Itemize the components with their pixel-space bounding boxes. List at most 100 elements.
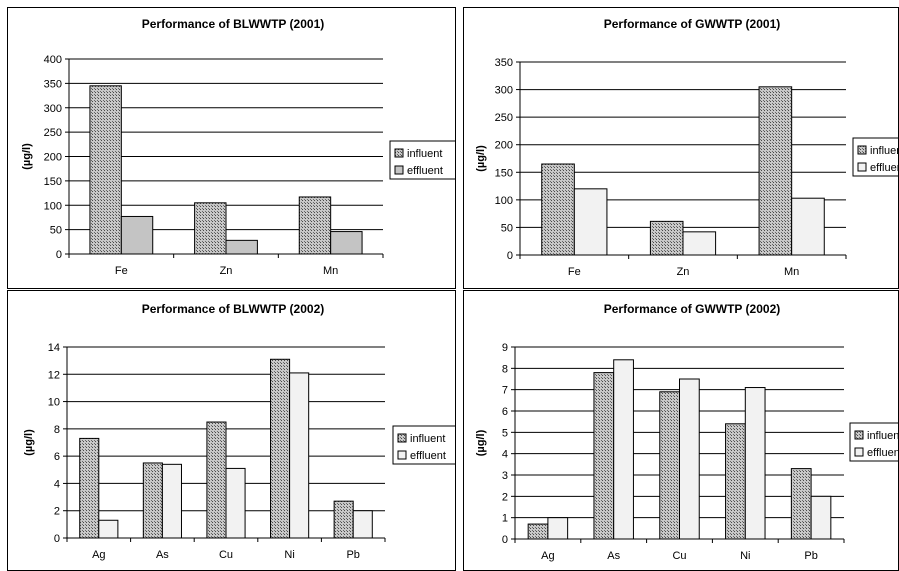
x-tick-label: Cu [219, 549, 233, 561]
chart-svg-blwwtp-2002: Performance of BLWWTP (2002) (µg/l) 0 2 4 6 8 1… [23, 302, 455, 561]
x-tick-label: Zn [677, 266, 690, 278]
legend-label-effluent: effluent [867, 447, 899, 459]
chart-title: Performance of GWWTP (2001) [604, 17, 780, 31]
bar-effluent-mn [330, 231, 363, 255]
bar-influent-ni [270, 358, 291, 539]
bar-influent-as [593, 372, 615, 540]
bar-influent-fe [541, 163, 575, 256]
chart-title: Performance of BLWWTP (2002) [142, 302, 324, 316]
y-tick-label: 9 [502, 342, 508, 354]
x-tick-label: Fe [568, 266, 581, 278]
y-tick-label: 0 [54, 533, 60, 545]
bar-influent-cu [659, 391, 680, 540]
bar-effluent-as [161, 463, 182, 539]
legend-label-influent: influent [407, 148, 442, 160]
chart-title: Performance of BLWWTP (2001) [142, 17, 324, 31]
y-tick-label: 200 [495, 140, 513, 152]
y-tick-label: 100 [495, 195, 513, 207]
y-tick-label: 150 [495, 167, 513, 179]
legend: influent effluent [389, 140, 455, 180]
x-tick-label: As [156, 549, 169, 561]
bar-effluent-fe [120, 215, 154, 255]
bar-effluent-cu [225, 467, 246, 539]
legend: influent effluent [392, 425, 455, 465]
legend: influent effluent [852, 137, 899, 177]
y-axis-label: (µg/l) [23, 429, 35, 456]
bar-effluent-zn [225, 239, 258, 255]
bar-effluent-pb [352, 510, 373, 539]
x-tick-label: As [607, 550, 620, 562]
legend-swatch-influent [394, 148, 404, 158]
x-tick-label: Ag [92, 549, 105, 561]
legend-label-influent: influent [870, 145, 899, 157]
y-tick-label: 250 [495, 112, 513, 124]
chart-blwwtp-2002: Performance of BLWWTP (2002) (µg/l) 0 2 4 6 8 1… [7, 290, 456, 571]
y-axis-label: (µg/l) [21, 143, 33, 170]
bar-effluent-as [613, 359, 634, 540]
bar-influent-ag [527, 523, 549, 540]
legend-label-influent: influent [867, 430, 899, 442]
bar-influent-cu [206, 421, 227, 539]
y-tick-label: 8 [54, 424, 60, 436]
y-tick-label: 2 [54, 506, 60, 518]
x-tick-label: Ag [541, 550, 554, 562]
legend-label-influent: influent [410, 433, 445, 445]
y-tick-label: 100 [44, 200, 62, 212]
bar-effluent-ag [98, 519, 119, 539]
y-axis-label: (µg/l) [475, 145, 487, 172]
legend-swatch-influent [397, 433, 407, 443]
bar-effluent-zn [682, 231, 717, 256]
bar-influent-mn [758, 86, 793, 256]
bar-influent-pb [790, 468, 812, 540]
y-tick-label: 4 [502, 449, 508, 461]
y-tick-label: 50 [50, 225, 62, 237]
y-tick-label: 50 [501, 222, 513, 234]
legend-swatch-influent [857, 145, 867, 155]
y-tick-label: 7 [502, 385, 508, 397]
y-tick-label: 300 [44, 103, 62, 115]
y-tick-label: 300 [495, 85, 513, 97]
y-tick-label: 0 [56, 249, 62, 261]
bar-effluent-pb [810, 495, 832, 540]
y-axis-label: (µg/l) [475, 429, 487, 456]
chart-gwwtp-2002: Performance of GWWTP (2002) (µg/l) 0 1 2 3 4 5 6… [463, 290, 899, 571]
y-tick-label: 6 [502, 406, 508, 418]
legend-swatch-influent [854, 430, 864, 440]
bar-influent-ni [725, 423, 746, 540]
chart-title: Performance of GWWTP (2002) [604, 302, 780, 316]
bar-effluent-ni [744, 387, 766, 540]
y-tick-label: 6 [54, 451, 60, 463]
y-tick-label: 350 [495, 57, 513, 69]
bar-effluent-cu [679, 378, 700, 540]
chart-svg-blwwtp-2001: Performance of BLWWTP (2001) (µg/l) 0 50 100… [21, 17, 455, 277]
y-tick-label: 150 [44, 176, 62, 188]
bar-effluent-mn [791, 197, 825, 256]
y-tick-label: 12 [48, 369, 60, 381]
y-tick-label: 350 [44, 78, 62, 90]
chart-gwwtp-2001: Performance of GWWTP (2001) (µg/l) 0 50 100 1… [463, 7, 899, 289]
bar-influent-zn [194, 202, 227, 255]
legend-swatch-effluent [857, 162, 867, 172]
legend-swatch-effluent [854, 447, 864, 457]
x-tick-label: Mn [323, 265, 338, 277]
x-tick-label: Pb [804, 550, 817, 562]
bar-influent-ag [79, 437, 100, 539]
x-tick-label: Ni [284, 549, 294, 561]
bar-influent-pb [333, 500, 354, 539]
y-tick-label: 10 [48, 397, 60, 409]
y-tick-label: 8 [502, 363, 508, 375]
bar-influent-as [142, 462, 163, 539]
y-tick-label: 14 [48, 342, 60, 354]
x-tick-label: Ni [740, 550, 750, 562]
bar-influent-mn [298, 196, 332, 255]
bar-effluent-ni [289, 372, 310, 539]
x-tick-label: Fe [115, 265, 128, 277]
legend-swatch-effluent [394, 165, 404, 175]
x-tick-label: Zn [220, 265, 233, 277]
legend-label-effluent: effluent [407, 165, 443, 177]
bar-effluent-ag [547, 517, 569, 540]
y-tick-label: 200 [44, 152, 62, 164]
chart-svg-gwwtp-2001: Performance of GWWTP (2001) (µg/l) 0 50 100 1… [475, 17, 899, 278]
legend-label-effluent: effluent [870, 162, 899, 174]
y-tick-label: 5 [502, 427, 508, 439]
